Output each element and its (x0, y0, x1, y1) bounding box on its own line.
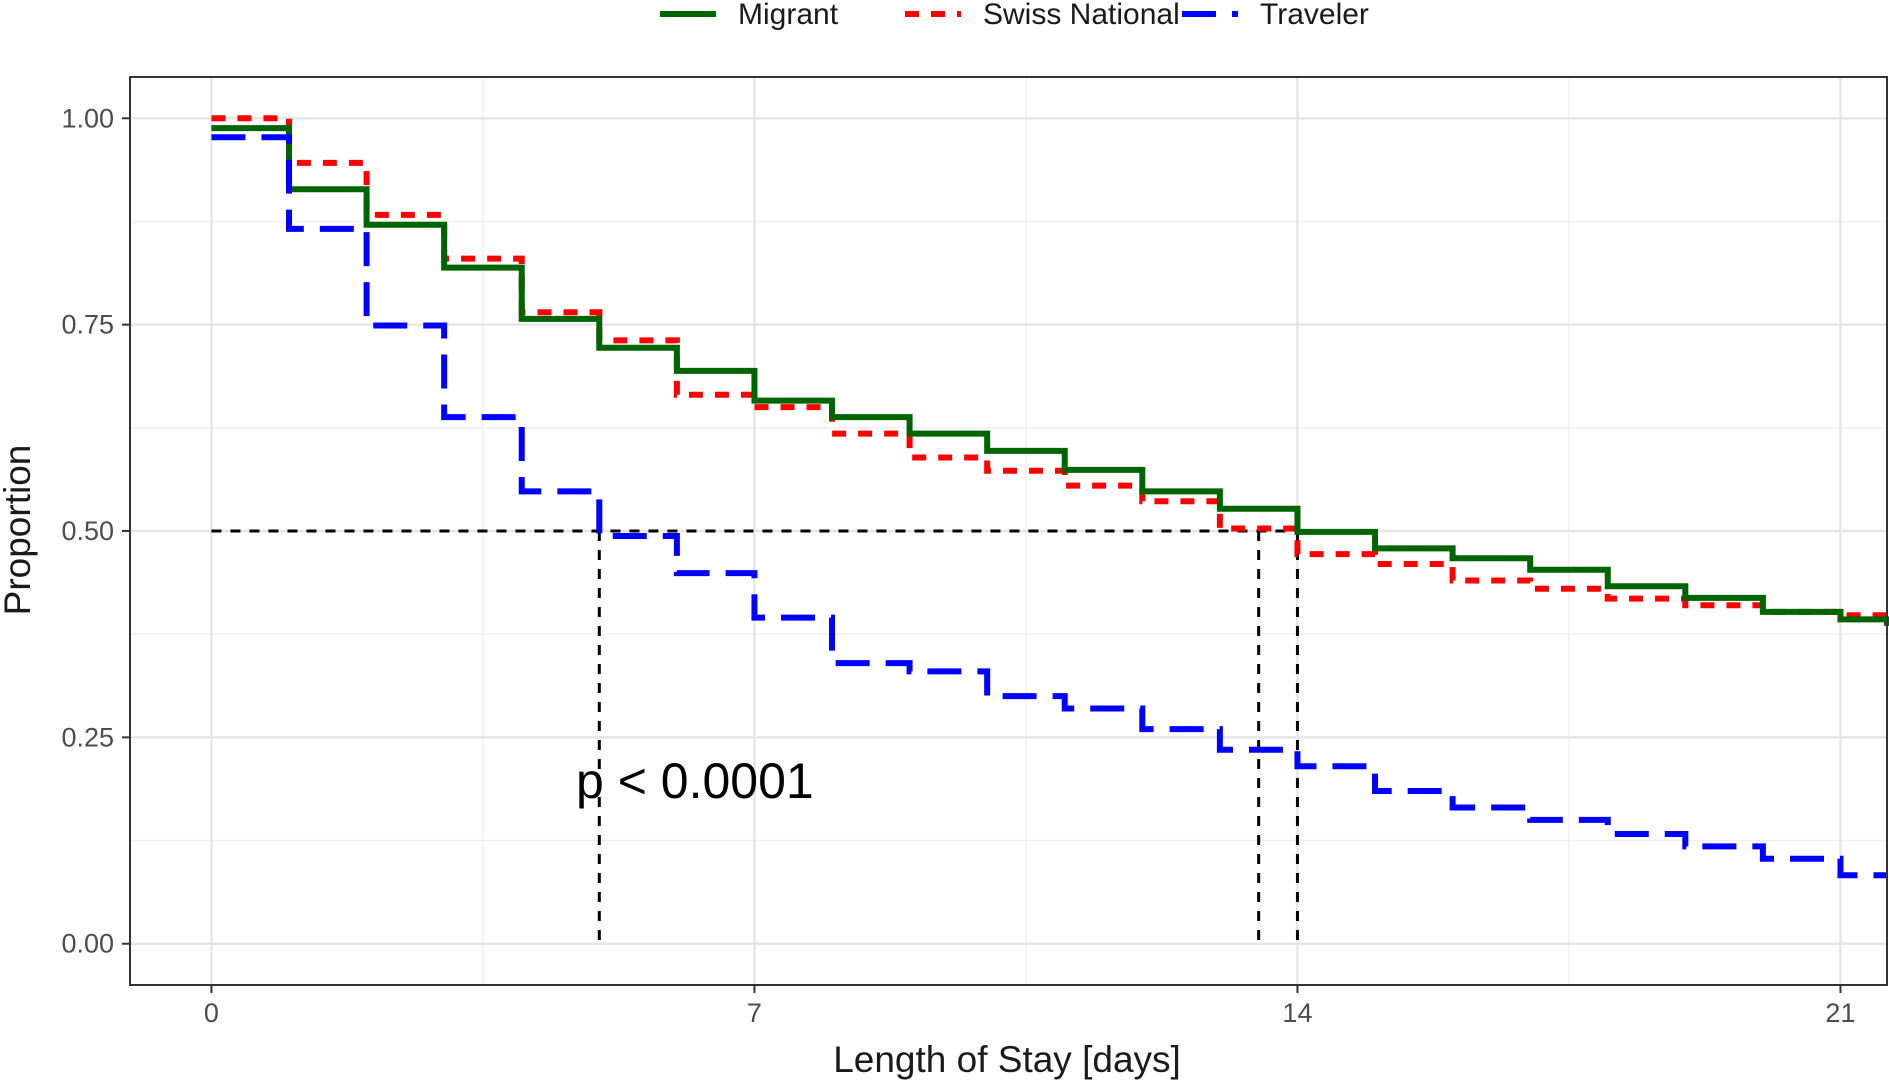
x-axis: 0 7 14 21 (204, 985, 1855, 1028)
y-tick-label: 0.50 (61, 516, 114, 546)
median-reference-lines (211, 529, 1299, 944)
x-tick-label: 7 (747, 998, 762, 1028)
y-tick-label: 0.75 (61, 310, 114, 340)
y-tick-label: 0.00 (61, 929, 114, 959)
legend-label: Traveler (1260, 0, 1369, 31)
legend-label: Swiss National (983, 0, 1180, 31)
y-axis-title: Proportion (0, 445, 38, 616)
series-line-migrant (211, 125, 1889, 626)
legend-label: Migrant (738, 0, 839, 31)
y-tick-label: 0.25 (61, 722, 114, 752)
series-layer (211, 115, 1889, 879)
y-tick-label: 1.00 (61, 103, 114, 133)
x-tick-label: 0 (204, 998, 219, 1028)
x-tick-label: 21 (1825, 998, 1855, 1028)
p-value-annotation: p < 0.0001 (576, 753, 814, 809)
legend: Migrant Swiss National Traveler (660, 0, 1369, 31)
x-tick-label: 14 (1282, 998, 1312, 1028)
y-axis: 0.00 0.25 0.50 0.75 1.00 (61, 103, 130, 959)
series-line-traveler (211, 134, 1887, 879)
x-axis-title: Length of Stay [days] (833, 1039, 1181, 1080)
